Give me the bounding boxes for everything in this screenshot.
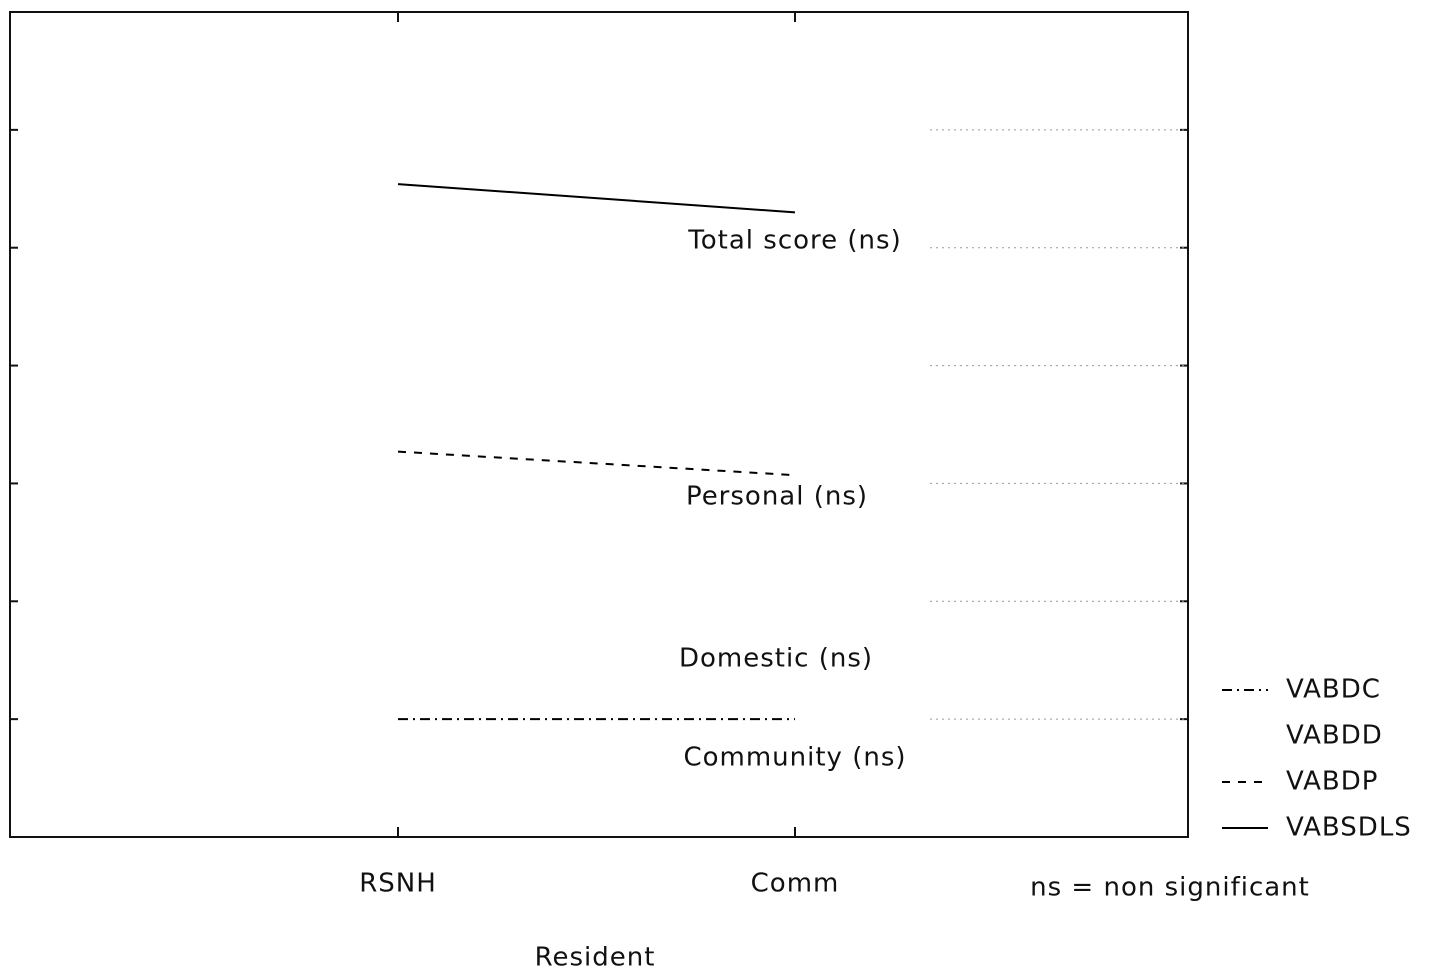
x-tick-label: Comm xyxy=(751,869,840,899)
annotation: Domestic (ns) xyxy=(679,644,873,674)
note: ns = non significant xyxy=(1030,873,1310,903)
plot-frame xyxy=(9,11,1189,838)
x-tick-label: RSNH xyxy=(359,869,437,899)
x-axis-label: Resident xyxy=(535,943,656,973)
annotation: Community (ns) xyxy=(683,743,906,773)
legend-label: VABDC xyxy=(1286,675,1381,705)
annotation: Total score (ns) xyxy=(687,226,901,256)
annotation: Personal (ns) xyxy=(686,482,868,512)
series-line xyxy=(397,450,796,477)
legend-label: VABDD xyxy=(1286,721,1383,751)
legend-label: VABSDLS xyxy=(1286,813,1412,843)
legend-label: VABDP xyxy=(1286,767,1378,797)
series-line xyxy=(397,183,796,214)
